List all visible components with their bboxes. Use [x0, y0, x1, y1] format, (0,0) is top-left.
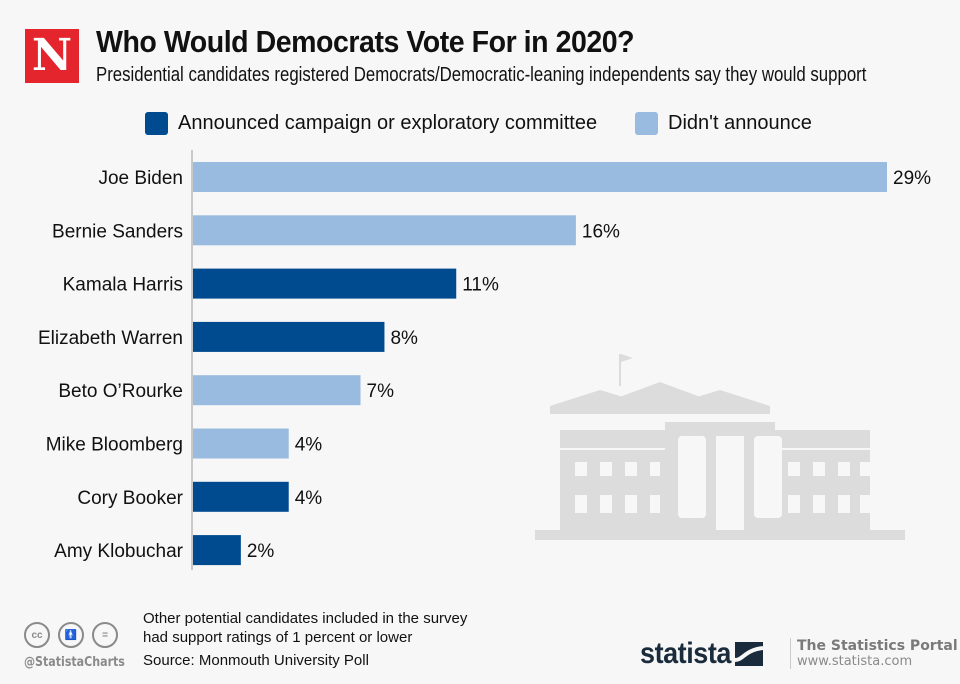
statista-mark-icon	[735, 642, 764, 666]
legend-swatch-not-announced	[635, 112, 658, 135]
category-label: Mike Bloomberg	[46, 435, 183, 456]
bar-amy-klobuchar	[193, 535, 241, 566]
bar-kamala-harris	[193, 268, 457, 299]
source-note: Source: Monmouth University Poll	[143, 652, 369, 669]
value-label: 8%	[390, 328, 418, 349]
legend: Announced campaign or exploratory commit…	[0, 112, 960, 136]
value-label: 4%	[295, 488, 323, 509]
bar-elizabeth-warren	[193, 321, 385, 352]
legend-item-not-announced: Didn't announce	[635, 112, 812, 135]
legend-item-announced: Announced campaign or exploratory commit…	[145, 112, 597, 135]
portal-title: The Statistics Portal	[797, 638, 958, 654]
value-label: 29%	[893, 168, 931, 189]
attribution-person-icon: 🚹	[58, 622, 84, 648]
newsweek-logo: N	[25, 29, 79, 83]
creative-commons-icon: cc	[24, 622, 50, 648]
category-label: Joe Biden	[98, 168, 183, 189]
no-derivatives-equals-icon: =	[92, 622, 118, 648]
statista-logo[interactable]: statista	[640, 637, 764, 671]
license-icons: cc 🚹 =	[24, 622, 118, 648]
bar-beto-o-rourke	[193, 375, 361, 406]
footnote-line-1: Other potential candidates included in t…	[143, 610, 468, 627]
logo-letter: N	[31, 30, 73, 81]
chart-title: Who Would Democrats Vote For in 2020?	[96, 24, 635, 59]
footnote-line-2: had support ratings of 1 percent or lowe…	[143, 629, 413, 646]
statista-charts-handle[interactable]: @StatistaCharts	[24, 655, 125, 670]
bar-mike-bloomberg	[193, 428, 289, 459]
category-label: Elizabeth Warren	[38, 328, 183, 349]
category-label: Cory Booker	[77, 488, 183, 509]
category-label: Beto O’Rourke	[58, 381, 183, 402]
value-label: 4%	[295, 435, 323, 456]
footnote: Other potential candidates included in t…	[143, 609, 467, 647]
chart-subtitle: Presidential candidates registered Democ…	[96, 64, 867, 86]
legend-swatch-announced	[145, 112, 168, 135]
bar-joe-biden	[193, 162, 887, 192]
bar-bernie-sanders	[193, 215, 576, 246]
value-label: 7%	[367, 381, 395, 402]
value-label: 16%	[582, 221, 620, 242]
value-label: 11%	[462, 275, 499, 296]
value-label: 2%	[247, 541, 275, 562]
category-label: Bernie Sanders	[52, 221, 183, 242]
portal-url[interactable]: www.statista.com	[797, 654, 913, 669]
category-label: Amy Klobuchar	[54, 541, 184, 562]
legend-label-not-announced: Didn't announce	[668, 112, 812, 134]
legend-label-announced: Announced campaign or exploratory commit…	[178, 112, 598, 134]
white-house-illustration	[535, 354, 905, 540]
bar-chart: Joe Biden 29% Bernie Sanders 16% Kamala Harr…	[38, 150, 931, 570]
statistics-portal: The Statistics Portal www.statista.com	[790, 638, 958, 669]
bar-cory-booker	[193, 481, 289, 512]
category-label: Kamala Harris	[63, 275, 183, 296]
statista-wordmark: statista	[640, 637, 731, 670]
